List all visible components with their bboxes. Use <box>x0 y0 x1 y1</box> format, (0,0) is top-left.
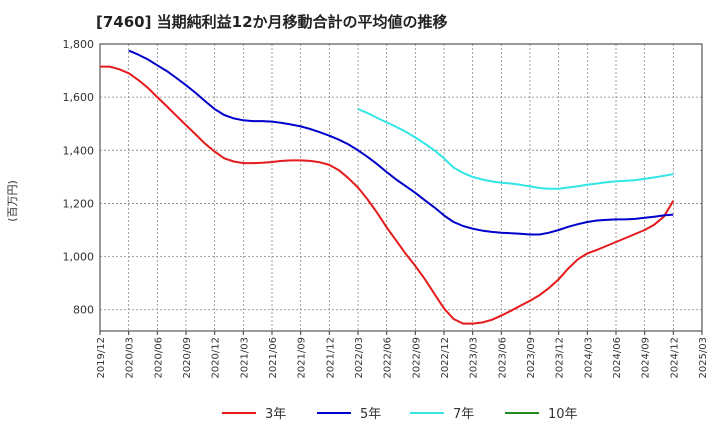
series-line-7年 <box>357 108 674 190</box>
y-tick-labels: 800 1,000 1,200 1,400 1,600 1,800 <box>63 38 95 317</box>
legend-label: 10年 <box>548 407 578 422</box>
x-tick-label: 2024/03 <box>583 337 594 379</box>
x-tick-label: 2023/03 <box>469 337 480 379</box>
legend: 3年 5年 7年 10年 <box>222 407 578 422</box>
x-tick-label: 2024/09 <box>641 337 652 379</box>
x-tick-label: 2022/09 <box>411 337 422 379</box>
x-tick-label: 2023/12 <box>555 337 566 379</box>
y-tick-label: 1,200 <box>63 197 95 210</box>
x-tick-label: 2023/09 <box>526 337 537 379</box>
x-tick-label: 2020/12 <box>211 337 222 379</box>
x-tick-label: 2019/12 <box>96 337 107 379</box>
x-tick-label: 2025/03 <box>698 337 709 379</box>
x-tick-label: 2022/12 <box>440 337 451 379</box>
series-line-5年 <box>128 49 674 236</box>
x-tick-label: 2021/06 <box>268 337 279 379</box>
y-tick-label: 1,400 <box>63 144 95 157</box>
x-tick-label: 2022/06 <box>383 337 394 379</box>
y-tick-label: 1,000 <box>63 251 95 264</box>
x-tick-label: 2022/03 <box>354 337 365 379</box>
y-tick-label: 1,600 <box>63 91 95 104</box>
x-tick-label: 2023/06 <box>497 337 508 379</box>
series-layer <box>100 49 675 325</box>
x-tick-label: 2020/09 <box>182 337 193 379</box>
plot-border <box>99 43 703 332</box>
y-tick-label: 800 <box>73 304 94 317</box>
y-tick-label: 1,800 <box>63 38 95 51</box>
y-axis-label: (百万円) <box>6 180 19 222</box>
x-tick-label: 2020/06 <box>153 337 164 379</box>
x-tick-label: 2024/12 <box>669 337 680 379</box>
legend-label: 7年 <box>453 407 474 422</box>
series-line-3年 <box>100 65 675 325</box>
plot-frame <box>99 43 703 332</box>
x-tick-label: 2024/06 <box>612 337 623 379</box>
legend-label: 5年 <box>360 407 381 422</box>
legend-label: 3年 <box>265 407 286 422</box>
x-tick-label: 2020/03 <box>125 337 136 379</box>
x-tick-label: 2021/09 <box>297 337 308 379</box>
chart-title: [7460] 当期純利益12か月移動合計の平均値の推移 <box>96 13 448 31</box>
x-tick-label: 2021/03 <box>239 337 250 379</box>
grid-layer <box>100 43 702 331</box>
x-tick-labels: 2019/12 2020/03 2020/06 2020/09 2020/12 2021/… <box>96 331 709 379</box>
x-tick-label: 2021/12 <box>325 337 336 379</box>
